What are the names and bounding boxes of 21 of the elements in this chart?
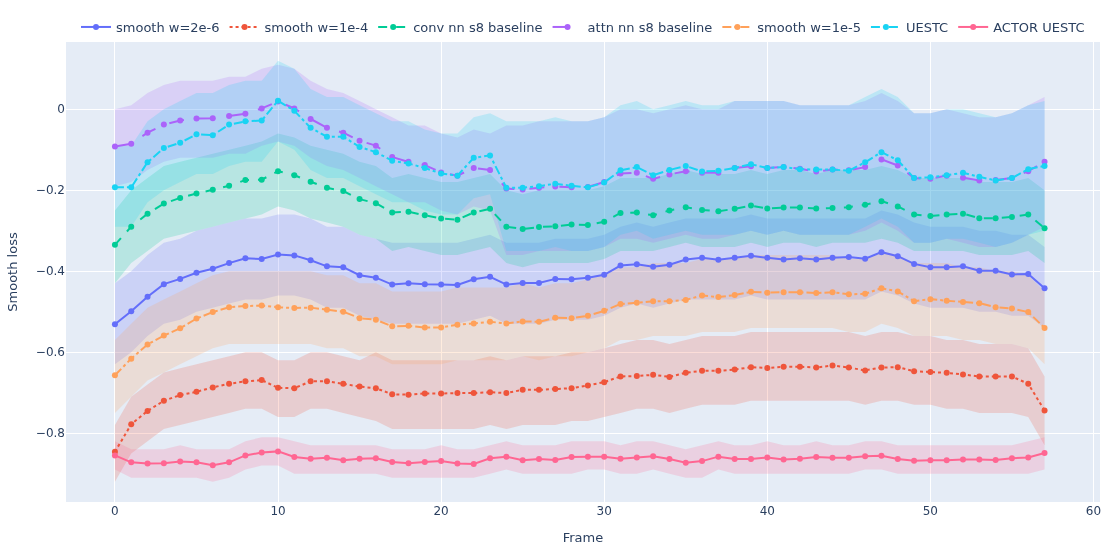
y-axis-title: Smooth loss <box>4 232 20 312</box>
x-tick-label: 20 <box>433 504 449 518</box>
x-tick-label: 10 <box>270 504 286 518</box>
x-axis-title: Frame <box>562 529 604 545</box>
x-tick-label: 60 <box>1085 504 1102 518</box>
y-tick-label: 0 <box>57 102 65 117</box>
legend-label: ACTOR UESTC <box>993 20 1085 36</box>
legend-label: attn nn s8 baseline <box>587 20 713 36</box>
y-tick-label: −0.2 <box>35 183 65 198</box>
x-tick-label: 30 <box>596 504 612 518</box>
x-tick-label: 0 <box>111 504 119 518</box>
y-tick-label: −0.4 <box>35 264 65 279</box>
x-tick-label: 40 <box>759 504 775 518</box>
legend-label: smooth w=1e-4 <box>264 20 369 36</box>
y-tick-label: −0.8 <box>35 426 65 441</box>
y-tick-label: −0.6 <box>35 345 65 360</box>
legend-label: smooth w=2e-6 <box>116 20 220 36</box>
legend-label: conv nn s8 baseline <box>413 20 543 36</box>
x-tick-label: 50 <box>922 504 939 518</box>
legend-label: UESTC <box>905 20 949 36</box>
legend-label: smooth w=1e-5 <box>757 20 861 36</box>
